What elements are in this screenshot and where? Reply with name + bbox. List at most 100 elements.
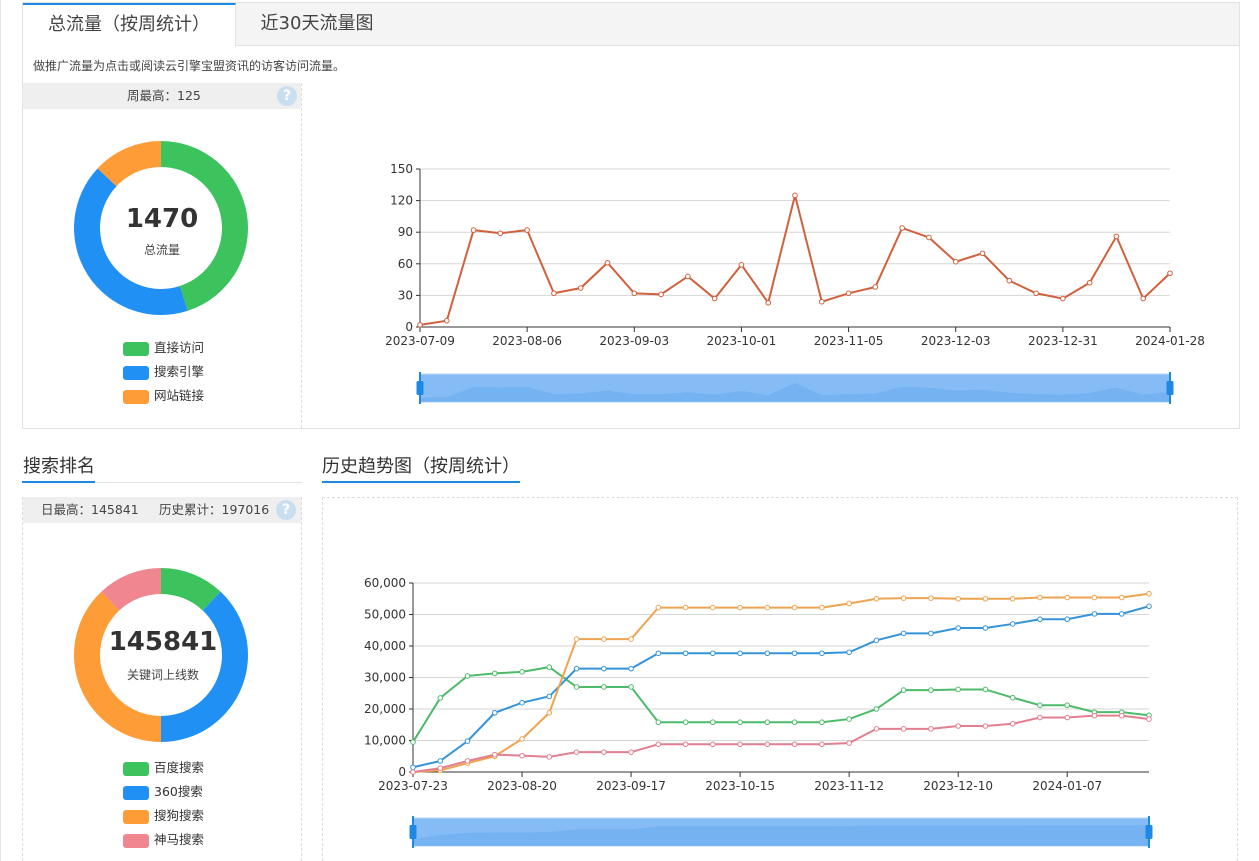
data-point[interactable] [791,604,798,611]
data-point[interactable] [417,322,423,328]
data-point[interactable] [1146,716,1152,722]
legend-item[interactable]: 百度搜索 [123,760,204,776]
data-point[interactable] [955,595,961,602]
data-point[interactable] [577,285,584,291]
data-point[interactable] [491,751,498,758]
data-point[interactable] [573,636,580,642]
data-point[interactable] [955,723,961,729]
data-point[interactable] [497,230,504,237]
traffic-donut-slice-1[interactable] [74,168,188,315]
data-point[interactable] [1009,721,1016,727]
data-point[interactable] [872,284,879,290]
data-point[interactable] [873,726,880,732]
data-point[interactable] [519,752,525,759]
data-point[interactable] [982,625,989,631]
data-point[interactable] [1146,590,1152,597]
data-point[interactable] [791,741,798,748]
data-point[interactable] [765,299,772,306]
data-point[interactable] [519,669,525,675]
data-point[interactable] [1037,616,1043,623]
data-point[interactable] [899,225,905,231]
data-point[interactable] [628,636,634,642]
data-point[interactable] [1118,611,1125,617]
data-point[interactable] [710,604,716,611]
data-point[interactable] [410,739,416,745]
data-point[interactable] [546,709,553,716]
data-point[interactable] [551,290,557,297]
data-point[interactable] [601,665,607,672]
data-point[interactable] [655,650,662,657]
data-point[interactable] [900,687,907,693]
tab-30day-traffic[interactable]: 近30天流量图 [260,13,374,34]
legend-item[interactable]: 网站链接 [123,388,204,404]
data-point[interactable] [819,604,825,611]
search-donut-slice-2[interactable] [74,591,161,742]
data-point[interactable] [846,649,852,656]
data-point[interactable] [982,686,989,693]
data-point[interactable] [1091,594,1098,601]
data-point[interactable] [601,749,607,755]
data-point[interactable] [737,650,743,657]
data-point[interactable] [737,741,743,748]
data-point[interactable] [737,604,743,611]
data-point[interactable] [764,741,771,748]
data-point[interactable] [437,758,444,764]
zoom-grip[interactable] [409,825,417,839]
data-point[interactable] [655,741,662,748]
data-point[interactable] [628,684,634,690]
data-point[interactable] [1146,603,1152,610]
data-point[interactable] [573,665,580,672]
data-point[interactable] [900,595,907,601]
data-point[interactable] [1006,277,1013,284]
zoom-grip[interactable] [1145,825,1153,839]
data-point[interactable] [631,290,638,297]
data-point[interactable] [546,754,553,760]
data-point[interactable] [601,636,607,642]
data-point[interactable] [818,298,825,305]
data-point[interactable] [682,741,689,748]
data-point[interactable] [764,719,771,726]
data-point[interactable] [1064,616,1071,623]
data-point[interactable] [1086,279,1093,286]
data-point[interactable] [410,764,416,771]
data-point[interactable] [682,719,689,726]
data-point[interactable] [491,709,498,716]
search-donut-slice-1[interactable] [161,591,248,742]
data-point[interactable] [711,295,718,302]
data-point[interactable] [710,719,716,726]
legend-item[interactable]: 搜狗搜索 [123,808,204,824]
data-point[interactable] [573,684,580,690]
data-point[interactable] [519,736,525,742]
data-point[interactable] [791,650,798,657]
data-point[interactable] [685,273,691,280]
help-icon[interactable]: ? [277,86,297,106]
data-point[interactable] [928,630,934,637]
data-point[interactable] [955,686,961,693]
data-point[interactable] [628,665,634,672]
zoom-grip[interactable] [416,381,424,395]
traffic-donut-slice-2[interactable] [97,141,161,187]
legend-item[interactable]: 360搜索 [123,784,203,800]
legend-item[interactable]: 直接访问 [123,340,204,356]
data-point[interactable] [792,192,798,199]
data-point[interactable] [464,758,471,764]
data-point[interactable] [655,604,662,611]
data-point[interactable] [873,637,880,644]
data-point[interactable] [1091,611,1098,617]
data-point[interactable] [1140,295,1147,302]
data-point[interactable] [658,291,664,298]
data-point[interactable] [952,258,959,265]
data-point[interactable] [1064,594,1071,601]
data-point[interactable] [546,664,553,670]
data-point[interactable] [524,227,530,233]
data-point[interactable] [604,259,611,266]
data-point[interactable] [710,741,716,748]
data-point[interactable] [1113,233,1120,240]
data-point[interactable] [1009,595,1016,602]
data-point[interactable] [437,765,444,772]
data-point[interactable] [873,706,880,712]
data-point[interactable] [1064,714,1071,721]
data-point[interactable] [819,719,825,726]
data-point[interactable] [655,719,662,726]
data-point[interactable] [764,604,771,611]
